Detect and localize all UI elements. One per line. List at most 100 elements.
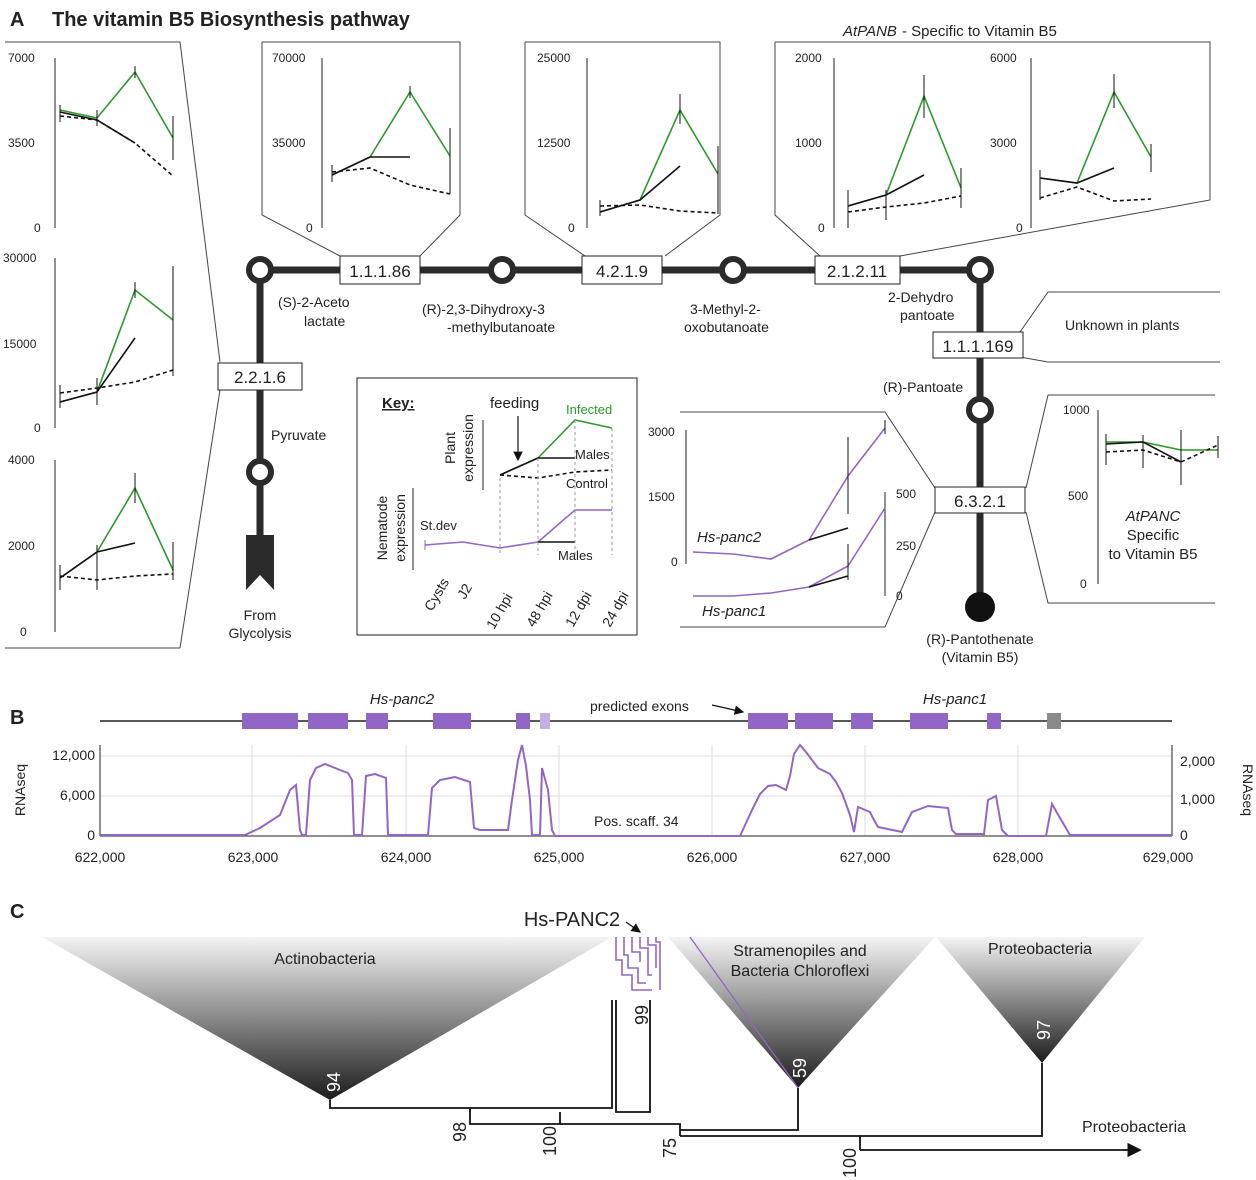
hs-panc1-label: Hs-panc1	[702, 603, 766, 620]
exon	[540, 713, 550, 729]
exon	[308, 713, 348, 729]
x-tick-624000: 624,000	[381, 849, 432, 865]
stage-j2: J2	[454, 581, 475, 602]
exon	[366, 713, 388, 729]
enzyme-1-1-1-169: 1.1.1.169	[943, 337, 1014, 356]
enzyme-boxes: 1.1.1.86 4.2.1.9 2.1.2.11 1.1.1.169 2.2.…	[217, 255, 1026, 514]
label-dehydro-2: pantoate	[900, 307, 955, 323]
hs-rtick-2: 0	[896, 589, 903, 603]
t3-tick-2: 0	[818, 221, 825, 235]
key-title: Key:	[382, 395, 415, 412]
label-glycolysis-2: Glycolysis	[228, 625, 291, 641]
t2-males-line	[599, 165, 681, 213]
x-tick-625000: 625,000	[534, 849, 585, 865]
key-nematode-expression-1: Nematode	[374, 495, 390, 560]
panel-b-letter: B	[10, 707, 24, 729]
t3-control-line	[847, 195, 962, 213]
label-unknown-plants: Unknown in plants	[1065, 317, 1179, 333]
lb-tick-1: 2000	[8, 539, 35, 553]
gene-label-panc1: Hs-panc1	[923, 691, 987, 708]
key-nematode-expression-2: expression	[392, 494, 408, 562]
lb-tick-2: 0	[20, 625, 27, 639]
hs-panc1-males-line	[808, 575, 849, 588]
enzyme-2-1-2-11: 2.1.2.11	[827, 262, 887, 281]
t2-tick-0: 25000	[537, 51, 571, 65]
bootstrap-98: 98	[450, 1122, 470, 1142]
compound-labels: (S)-2-Aceto lactate (R)-2,3-Dihydroxy-3 …	[228, 23, 1197, 665]
hs-rtick-1: 250	[896, 539, 916, 553]
lm-tick-0: 30000	[3, 251, 37, 265]
rnaseq-plot: 12,000 6,000 0 2,000 1,000 0 RNAseq RNAs…	[12, 743, 1256, 865]
atpanc-label: AtPANC	[1125, 508, 1181, 525]
hs-panc2-label: Hs-panc2	[697, 529, 762, 546]
t4-tick-1: 3000	[990, 136, 1017, 150]
lb-infected-line	[59, 486, 174, 579]
hs-ltick-1: 1500	[648, 490, 675, 504]
lb-control-line	[59, 573, 174, 581]
hs-panc2-line	[692, 427, 886, 560]
t2-tick-2: 0	[568, 221, 575, 235]
panel-a-letter: A	[10, 9, 24, 31]
t4-tick-2: 0	[1016, 221, 1023, 235]
enzyme-6-3-2-1: 6.3.2.1	[954, 492, 1006, 511]
t4-control-line	[1039, 186, 1152, 202]
t2-tick-1: 12500	[537, 136, 571, 150]
x-tick-628000: 628,000	[993, 849, 1044, 865]
lm-tick-2: 0	[34, 421, 41, 435]
key-plant-expression-1: Plant	[442, 432, 458, 464]
bootstrap-100a: 100	[540, 1126, 560, 1156]
t1-tick-0: 70000	[272, 51, 306, 65]
outgroup-label: Proteobacteria	[1082, 1119, 1186, 1136]
clade-label-stramenopiles-2: Bacteria Chloroflexi	[731, 963, 870, 980]
clade-actinobacteria	[42, 937, 612, 1100]
rnaseq-rtick-2: 0	[1180, 827, 1188, 843]
r-tick-0: 1000	[1063, 403, 1090, 417]
bootstrap-94: 94	[324, 1072, 344, 1092]
clade-label-stramenopiles-1: Stramenopiles and	[733, 943, 866, 960]
t1-tick-2: 0	[306, 221, 313, 235]
key-control: Control	[566, 476, 608, 491]
label-methyl-oxo-1: 3-Methyl-2-	[690, 301, 761, 317]
label-methyl-oxo-2: oxobutanoate	[684, 319, 769, 335]
exon	[910, 713, 948, 729]
error-bars	[59, 66, 1219, 590]
key-infected: Infected	[566, 402, 612, 417]
enzyme-1-1-1-86: 1.1.1.86	[349, 262, 410, 281]
bootstrap-75: 75	[660, 1138, 680, 1158]
key-plant-expression-2: expression	[460, 414, 476, 482]
panel-c-letter: C	[10, 901, 24, 923]
zoom-outlines	[5, 41, 1220, 649]
clade-proteobacteria	[936, 937, 1145, 1063]
t1-tick-1: 35000	[272, 136, 306, 150]
bootstrap-97: 97	[1034, 1020, 1054, 1040]
bootstrap-100b: 100	[840, 1148, 860, 1178]
hs-ltick-0: 3000	[648, 425, 675, 439]
enzyme-2-2-1-6: 2.2.1.6	[234, 368, 286, 387]
predicted-exons-arrow	[711, 704, 745, 715]
exon	[516, 713, 530, 729]
lb-tick-0: 4000	[8, 453, 35, 467]
rnaseq-ltick-0: 12,000	[52, 747, 95, 763]
atpanc-to-b5: to Vitamin B5	[1109, 546, 1198, 563]
hs-panc1-line	[693, 507, 886, 597]
key-box	[356, 377, 638, 636]
rnaseq-ylabel-left: RNAseq	[12, 764, 28, 816]
exon	[851, 713, 873, 729]
t1-control-line	[331, 167, 451, 195]
lt-tick-2: 0	[34, 221, 41, 235]
atpanb-suffix: - Specific to Vitamin B5	[902, 23, 1057, 40]
pantothenate-node	[965, 592, 995, 622]
label-acetolactate-1: (S)-2-Aceto	[278, 294, 350, 310]
panel-a-title: The vitamin B5 Biosynthesis pathway	[52, 9, 411, 31]
key-feeding: feeding	[490, 395, 539, 412]
t2-control-line	[599, 204, 719, 214]
exon-track	[242, 713, 1061, 729]
mini-chart-axes: 7000 3500 0 30000 15000 0 4000 2000 0 70…	[3, 51, 1099, 639]
scaffold-position-label: Pos. scaff. 34	[594, 813, 679, 829]
lm-control-line	[59, 369, 174, 394]
bootstrap-59: 59	[790, 1058, 810, 1078]
tree-backbone	[329, 1000, 1043, 1150]
predicted-exons-label: predicted exons	[590, 698, 689, 714]
label-dihydroxy-2: -methylbutanoate	[447, 319, 555, 335]
